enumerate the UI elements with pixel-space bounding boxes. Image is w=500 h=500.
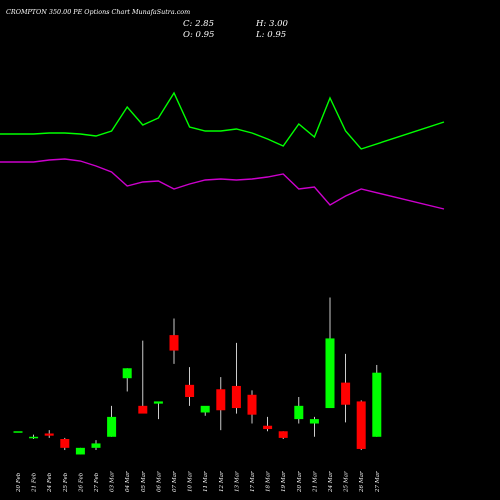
x-tick-label: 20 Feb: [16, 472, 22, 493]
candles: [13, 297, 382, 455]
candle-13: [200, 405, 210, 416]
candle-body: [341, 382, 351, 405]
candle-20: [309, 416, 319, 437]
upper-indicator-line: [0, 91, 445, 150]
candle-body: [263, 425, 273, 430]
candle-7: [107, 405, 117, 437]
indicator-lines: [0, 91, 445, 210]
x-tick-label: 06 Mar: [156, 471, 162, 492]
x-tick-label: 21 Mar: [312, 471, 318, 493]
x-tick-label: 10 Mar: [188, 471, 194, 492]
open-label: O: 0.95: [183, 30, 214, 40]
candle-10: [153, 401, 163, 420]
candle-2: [29, 434, 39, 439]
candle-body: [231, 385, 241, 409]
candle-body: [60, 439, 70, 448]
candle-body: [356, 401, 366, 449]
candle-body: [278, 431, 288, 438]
x-tick-label: 27 Mar: [375, 471, 381, 493]
x-tick-label: 07 Mar: [172, 471, 178, 492]
candle-body: [75, 447, 85, 455]
candle-23: [356, 400, 366, 451]
candle-4: [60, 437, 70, 451]
chart-title: CROMPTON 350.00 PE Options Chart MunafaS…: [6, 8, 190, 16]
candle-body: [185, 384, 195, 397]
x-tick-label: 11 Mar: [203, 471, 209, 492]
x-tick-label: 19 Mar: [281, 471, 287, 492]
candle-body: [309, 419, 319, 424]
candle-22: [341, 353, 351, 423]
candle-18: [278, 431, 288, 439]
candle-9: [138, 340, 148, 414]
x-tick-label: 25 Mar: [344, 471, 350, 493]
candle-3: [44, 430, 54, 438]
candle-11: [169, 318, 179, 364]
candle-6: [91, 440, 101, 451]
x-tick-label: 20 Mar: [297, 471, 303, 493]
x-tick-label: 26 Feb: [78, 472, 84, 493]
candle-body: [200, 405, 210, 413]
candle-21: [325, 297, 335, 409]
close-label: C: 2.85: [183, 19, 214, 29]
x-tick-label: 12 Mar: [219, 471, 225, 492]
high-label: H: 3.00: [255, 19, 288, 29]
x-tick-label: 26 Mar: [359, 471, 365, 493]
candle-body: [372, 372, 382, 437]
candle-5: [75, 447, 85, 455]
candle-12: [185, 367, 195, 406]
x-axis-ticks: 20 Feb 21 Feb 24 Feb 25 Feb 26 Feb 27 Feb 03 M…: [16, 471, 381, 493]
lower-indicator-line: [0, 158, 445, 210]
candle-body: [325, 338, 335, 409]
candle-body: [29, 436, 39, 439]
candle-24: [372, 364, 382, 437]
x-tick-label: 25 Feb: [63, 472, 69, 493]
candle-body: [169, 335, 179, 351]
x-tick-label: 24 Feb: [47, 472, 53, 493]
x-tick-label: 05 Mar: [141, 471, 147, 492]
x-tick-label: 04 Mar: [125, 471, 131, 492]
x-tick-label: 13 Mar: [234, 471, 240, 492]
candle-16: [247, 390, 257, 424]
x-tick-label: 18 Mar: [266, 471, 272, 492]
x-tick-label: 24 Mar: [328, 471, 334, 493]
candle-body: [138, 405, 148, 414]
candle-body: [44, 433, 54, 436]
candle-body: [107, 416, 117, 437]
candle-1: [13, 431, 23, 433]
candle-body: [247, 394, 257, 415]
candle-body: [153, 401, 163, 404]
candle-14: [216, 377, 226, 431]
candle-19: [294, 397, 304, 424]
candle-15: [231, 342, 241, 414]
x-tick-label: 03 Mar: [110, 471, 116, 492]
x-tick-label: 27 Feb: [94, 472, 100, 493]
candle-17: [263, 416, 273, 432]
candle-body: [216, 389, 226, 411]
x-tick-label: 17 Mar: [250, 471, 256, 492]
low-label: L: 0.95: [255, 30, 286, 40]
candle-body: [294, 405, 304, 420]
candle-body: [91, 443, 101, 448]
x-tick-label: 21 Feb: [32, 472, 38, 493]
candle-body: [13, 431, 23, 433]
candle-body: [122, 368, 132, 379]
candle-8: [122, 368, 132, 392]
